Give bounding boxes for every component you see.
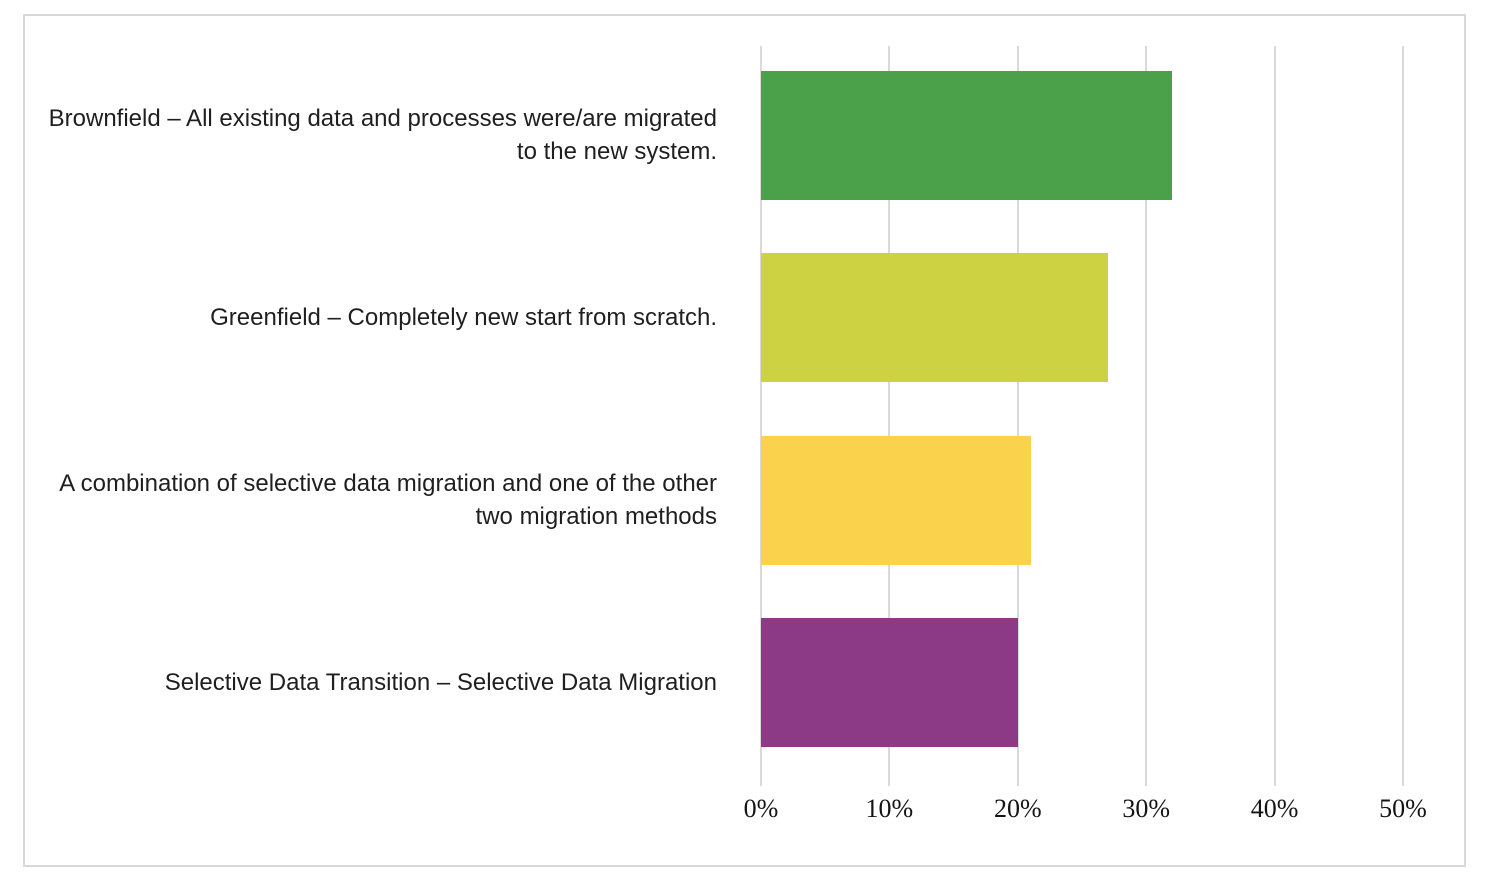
axis-tick-label: 50% [1379,794,1427,823]
gridline-30% [1145,46,1148,786]
bar-32% [761,70,1172,200]
bar-21% [761,435,1031,565]
bar-row: A combination of selective data migratio… [25,409,1403,592]
category-label: Brownfield – All existing data and proce… [48,105,717,166]
category-label: A combination of selective data migratio… [59,470,717,531]
bar-rows: Brownfield – All existing data and proce… [25,44,1403,774]
gridline-50% [1402,46,1404,786]
bar-track [761,618,1403,748]
bar-row: Greenfield – Completely new start from s… [25,227,1403,410]
x-axis: 0% 10% 20% 30% 40% 50% [744,794,1427,834]
bar-20% [761,618,1018,748]
bar-27% [761,253,1108,383]
bar-row: Selective Data Transition – Selective Da… [25,592,1403,775]
gridline-0% [760,46,762,786]
bar-track [761,70,1403,200]
bar-track [761,435,1403,565]
category-label: Selective Data Transition – Selective Da… [164,669,717,697]
bar-row: Brownfield – All existing data and proce… [25,44,1403,227]
gridline-10% [888,46,891,786]
axis-tick-label: 10% [865,794,914,823]
bar-track [761,253,1403,383]
category-label: Greenfield – Completely new start from s… [210,304,717,332]
axis-tick-label: 20% [993,794,1042,823]
chart-panel: Brownfield – All existing data and proce… [23,14,1466,867]
axis-tick-label: 30% [1122,794,1171,823]
gridline-40% [1273,46,1276,786]
axis-tick-label: 0% [743,794,779,823]
gridline-20% [1016,46,1019,786]
axis-tick-label: 40% [1250,794,1299,823]
gridlines [760,46,1404,786]
